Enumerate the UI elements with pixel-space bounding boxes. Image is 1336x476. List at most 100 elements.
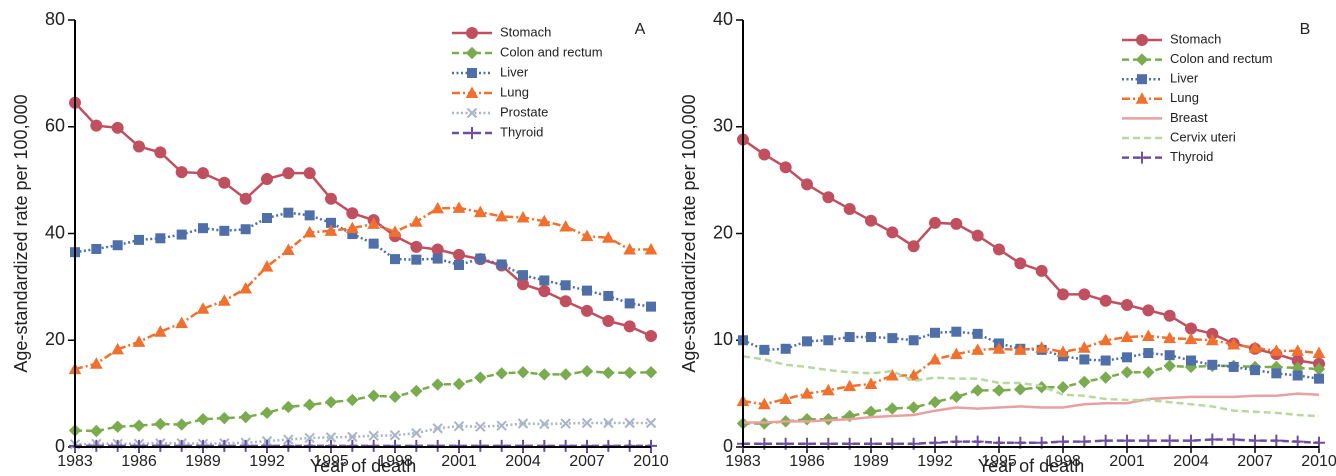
- marker: [324, 395, 338, 409]
- marker: [885, 368, 899, 381]
- marker: [303, 398, 316, 412]
- marker: [1163, 331, 1177, 344]
- marker: [757, 397, 771, 410]
- x-tick-label: 1989: [853, 453, 889, 470]
- marker: [560, 280, 571, 291]
- marker: [466, 127, 478, 139]
- marker: [907, 240, 920, 253]
- x-tick-label: 1986: [789, 453, 825, 470]
- series-line: [742, 355, 1320, 418]
- marker: [1291, 435, 1304, 448]
- marker: [198, 223, 208, 234]
- marker: [240, 224, 251, 235]
- series-line: [742, 330, 1320, 380]
- marker: [779, 161, 792, 174]
- series-line: [74, 421, 651, 446]
- marker: [950, 217, 963, 230]
- marker: [1137, 74, 1147, 85]
- marker: [1314, 373, 1324, 384]
- x-axis-label: Year of death: [310, 456, 416, 476]
- x-tick-label: 2010: [633, 453, 669, 470]
- marker: [432, 423, 443, 434]
- marker: [646, 301, 656, 312]
- marker: [475, 253, 486, 264]
- y-tick-label: 10: [713, 329, 733, 349]
- x-tick-label: 1995: [313, 453, 349, 470]
- marker: [410, 384, 423, 398]
- y-axis-label: Age-standardized rate per 100,000: [11, 94, 31, 372]
- marker: [1056, 345, 1070, 357]
- marker: [90, 119, 103, 132]
- marker: [134, 234, 144, 245]
- marker: [518, 270, 528, 281]
- legend-label: Thyroid: [500, 124, 543, 139]
- marker: [1312, 346, 1326, 359]
- marker: [645, 417, 657, 429]
- marker: [644, 242, 658, 255]
- marker: [559, 439, 572, 452]
- marker: [539, 418, 550, 430]
- y-tick-label: 40: [45, 222, 65, 242]
- marker: [779, 392, 793, 404]
- marker: [580, 364, 594, 378]
- marker: [496, 259, 507, 270]
- x-tick-label: 2001: [1109, 453, 1145, 470]
- marker: [303, 225, 317, 238]
- marker: [1057, 288, 1069, 301]
- marker: [346, 207, 359, 220]
- marker: [218, 176, 231, 189]
- marker: [928, 352, 942, 365]
- marker: [623, 366, 636, 380]
- marker: [452, 377, 466, 391]
- marker: [1057, 435, 1069, 448]
- marker: [538, 285, 551, 298]
- marker: [887, 333, 898, 344]
- marker: [411, 254, 422, 265]
- marker: [538, 368, 551, 381]
- marker: [132, 335, 146, 347]
- marker: [281, 243, 295, 256]
- marker: [90, 424, 103, 438]
- marker: [821, 383, 835, 396]
- marker: [581, 304, 593, 317]
- marker: [1122, 352, 1132, 363]
- legend-label: Breast: [1170, 110, 1208, 125]
- marker: [368, 430, 379, 441]
- marker: [1014, 383, 1027, 396]
- marker: [1078, 288, 1091, 301]
- marker: [367, 217, 381, 229]
- series-line: [74, 101, 652, 338]
- marker: [601, 231, 615, 243]
- marker: [517, 278, 529, 291]
- marker: [581, 417, 593, 429]
- marker: [1078, 435, 1091, 448]
- marker: [431, 378, 444, 391]
- marker: [283, 207, 294, 218]
- marker: [559, 368, 572, 381]
- marker: [971, 229, 984, 242]
- x-tick-label: 2007: [1237, 453, 1273, 470]
- marker: [133, 439, 145, 452]
- marker: [971, 435, 984, 448]
- marker: [239, 192, 252, 205]
- marker: [645, 329, 657, 342]
- marker: [324, 224, 338, 236]
- marker: [1136, 151, 1148, 164]
- marker: [866, 332, 876, 343]
- marker: [453, 420, 465, 432]
- legend-label: Colon and rectum: [1170, 51, 1273, 66]
- y-tick-label: 20: [713, 222, 733, 242]
- marker: [89, 357, 103, 369]
- marker: [91, 243, 102, 254]
- marker: [282, 400, 295, 414]
- marker: [559, 220, 573, 232]
- marker: [1227, 433, 1240, 446]
- marker: [409, 215, 423, 227]
- x-tick-label: 1998: [377, 453, 413, 470]
- marker: [1207, 359, 1218, 370]
- marker: [1077, 341, 1091, 353]
- marker: [758, 148, 771, 161]
- marker: [390, 254, 400, 265]
- marker: [582, 285, 592, 296]
- marker: [516, 210, 530, 223]
